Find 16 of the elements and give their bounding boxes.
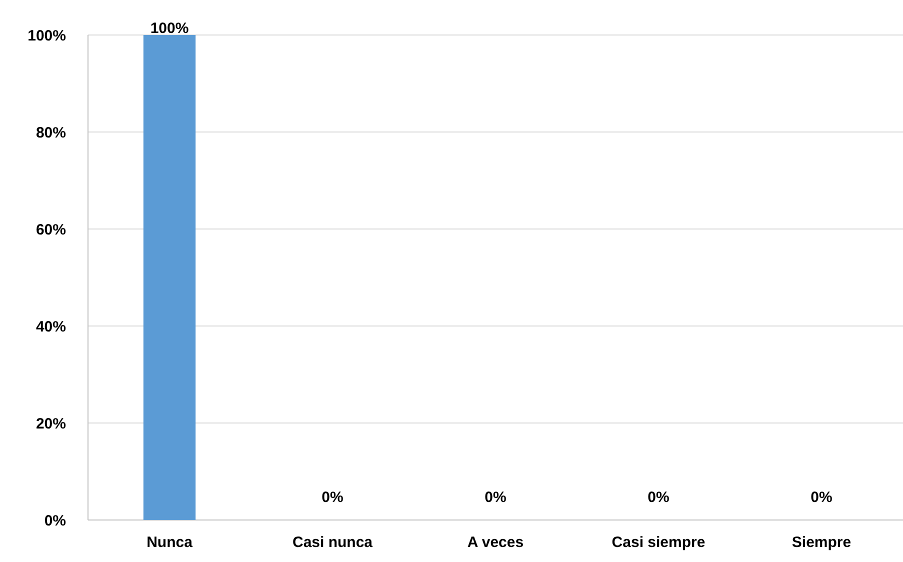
y-tick-label: 100% [28,27,66,44]
y-tick-label: 60% [36,221,66,238]
x-tick-label: Casi siempre [612,534,706,551]
x-tick-label: Casi nunca [292,534,374,551]
y-tick-label: 80% [36,124,66,142]
data-label: 0% [484,489,506,506]
y-tick-label: 40% [36,318,66,336]
x-tick-label: A veces [467,534,524,551]
data-label: 0% [648,489,670,506]
y-tick-label: 0% [44,512,66,530]
x-tick-label: Nunca [146,534,194,551]
data-label: 0% [322,489,344,506]
data-label: 100% [150,20,189,37]
y-tick-label: 20% [36,415,66,432]
x-tick-label: Siempre [792,534,852,551]
data-label: 0% [810,489,832,506]
